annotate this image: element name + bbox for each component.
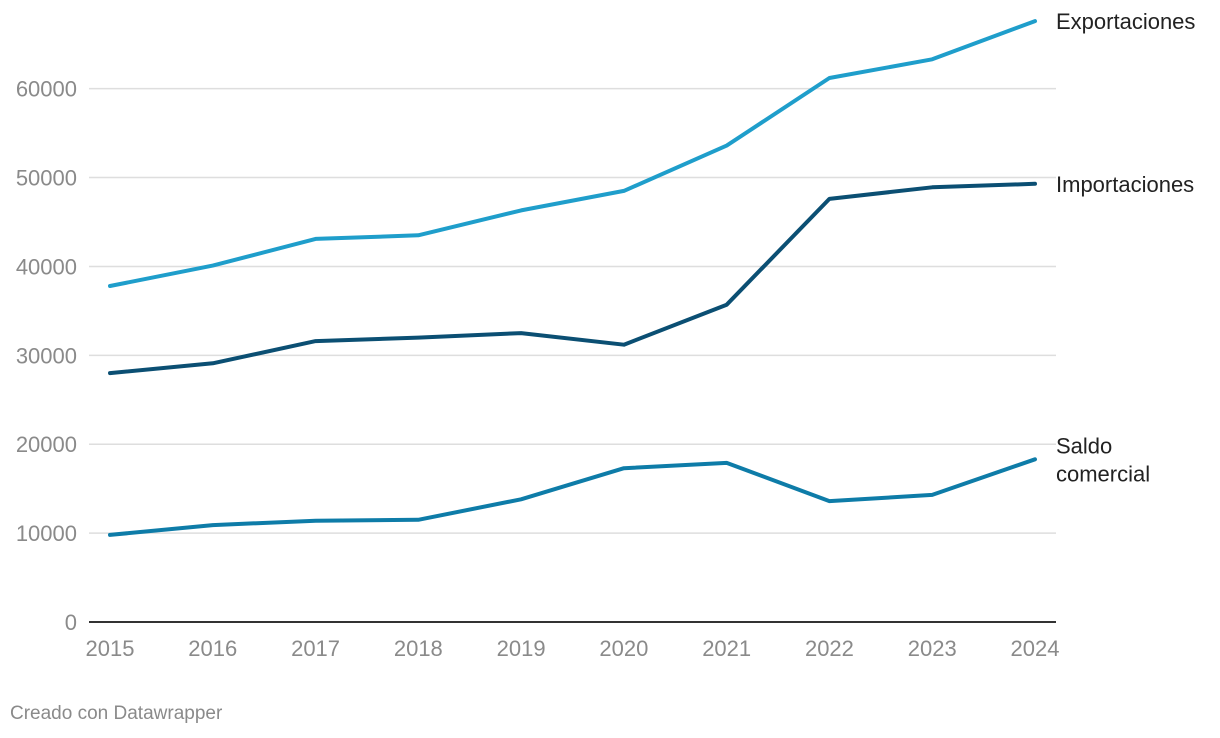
x-axis-ticks: 2015 2016 2017 2018 2019 2020 2021 2022 2023 2024 [86, 636, 1060, 661]
series-labels: Exportaciones Importaciones Saldo comercial [1056, 9, 1195, 486]
x-tick-label-2023: 2023 [908, 636, 957, 661]
x-tick-label-2020: 2020 [599, 636, 648, 661]
y-tick-label-60000: 60000 [16, 77, 77, 102]
series-label-exportaciones: Exportaciones [1056, 9, 1195, 34]
series-label-saldo-comercial-line-1: Saldo [1056, 433, 1112, 458]
series-line-importaciones [108, 181, 1037, 376]
series-line-exportaciones [108, 19, 1037, 288]
y-tick-label-20000: 20000 [16, 432, 77, 457]
footer-credit: Creado con Datawrapper [10, 703, 223, 724]
y-axis-ticks: 0 10000 20000 30000 40000 50000 60000 [16, 77, 77, 635]
series-layer [108, 19, 1037, 537]
x-tick-label-2018: 2018 [394, 636, 443, 661]
x-tick-label-2022: 2022 [805, 636, 854, 661]
x-tick-label-2015: 2015 [86, 636, 135, 661]
x-tick-label-2021: 2021 [702, 636, 751, 661]
series-label-saldo-comercial-line-2: comercial [1056, 461, 1150, 486]
x-tick-label-2024: 2024 [1011, 636, 1060, 661]
y-tick-label-10000: 10000 [16, 521, 77, 546]
y-tick-label-0: 0 [65, 610, 77, 635]
y-tick-label-50000: 50000 [16, 166, 77, 191]
x-tick-label-2017: 2017 [291, 636, 340, 661]
grid-layer [89, 87, 1056, 623]
y-tick-label-30000: 30000 [16, 343, 77, 368]
series-line-saldo-comercial [108, 457, 1037, 537]
x-tick-label-2016: 2016 [188, 636, 237, 661]
series-label-importaciones: Importaciones [1056, 172, 1194, 197]
y-tick-label-40000: 40000 [16, 254, 77, 279]
x-tick-label-2019: 2019 [497, 636, 546, 661]
